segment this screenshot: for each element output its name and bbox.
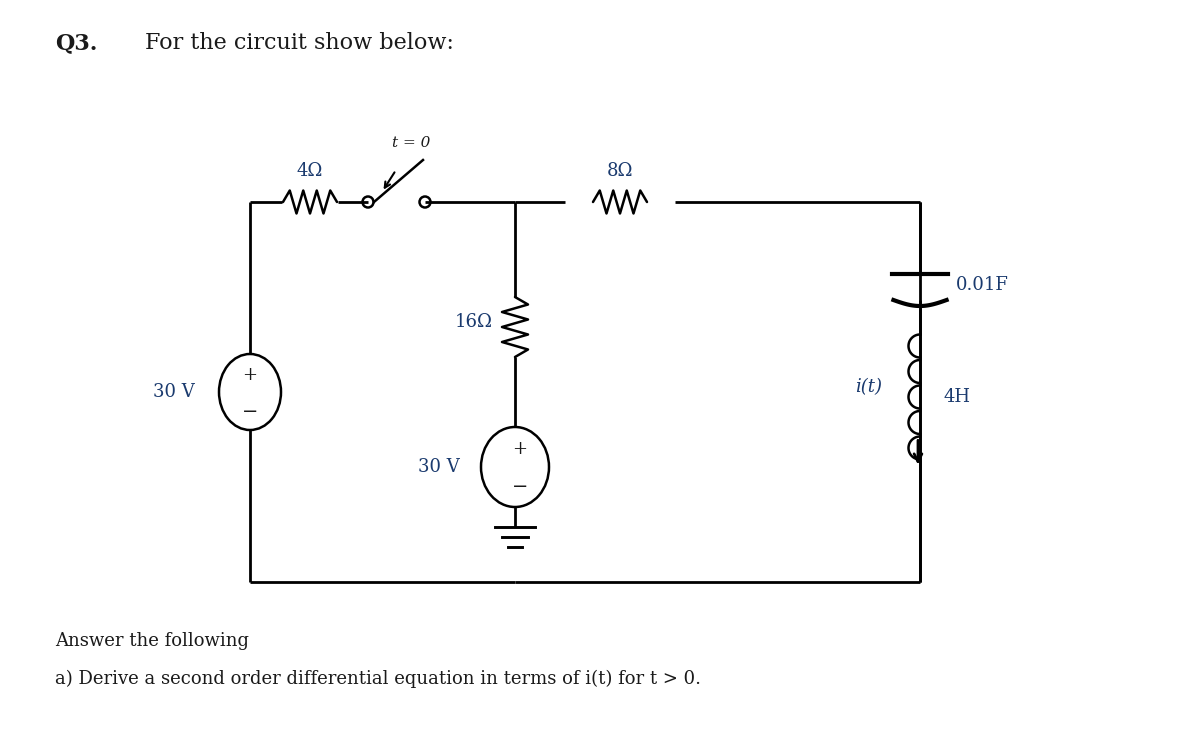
Text: 4Ω: 4Ω bbox=[296, 162, 323, 180]
Text: i(t): i(t) bbox=[854, 378, 882, 396]
Text: 30 V: 30 V bbox=[154, 383, 194, 401]
Text: 4H: 4H bbox=[943, 388, 971, 406]
Text: −: − bbox=[512, 478, 528, 496]
Text: 8Ω: 8Ω bbox=[607, 162, 634, 180]
Text: a) Derive a second order differential equation in terms of i(t) for t > 0.: a) Derive a second order differential eq… bbox=[55, 670, 701, 688]
Text: −: − bbox=[242, 403, 258, 421]
Text: t = 0: t = 0 bbox=[392, 136, 431, 150]
Text: 16Ω: 16Ω bbox=[455, 313, 493, 331]
Text: For the circuit show below:: For the circuit show below: bbox=[145, 32, 454, 54]
Text: Answer the following: Answer the following bbox=[55, 632, 250, 650]
Text: 30 V: 30 V bbox=[419, 458, 460, 476]
Text: 0.01F: 0.01F bbox=[956, 276, 1009, 294]
Text: Q3.: Q3. bbox=[55, 32, 97, 54]
Text: +: + bbox=[512, 440, 528, 458]
Text: +: + bbox=[242, 366, 258, 384]
